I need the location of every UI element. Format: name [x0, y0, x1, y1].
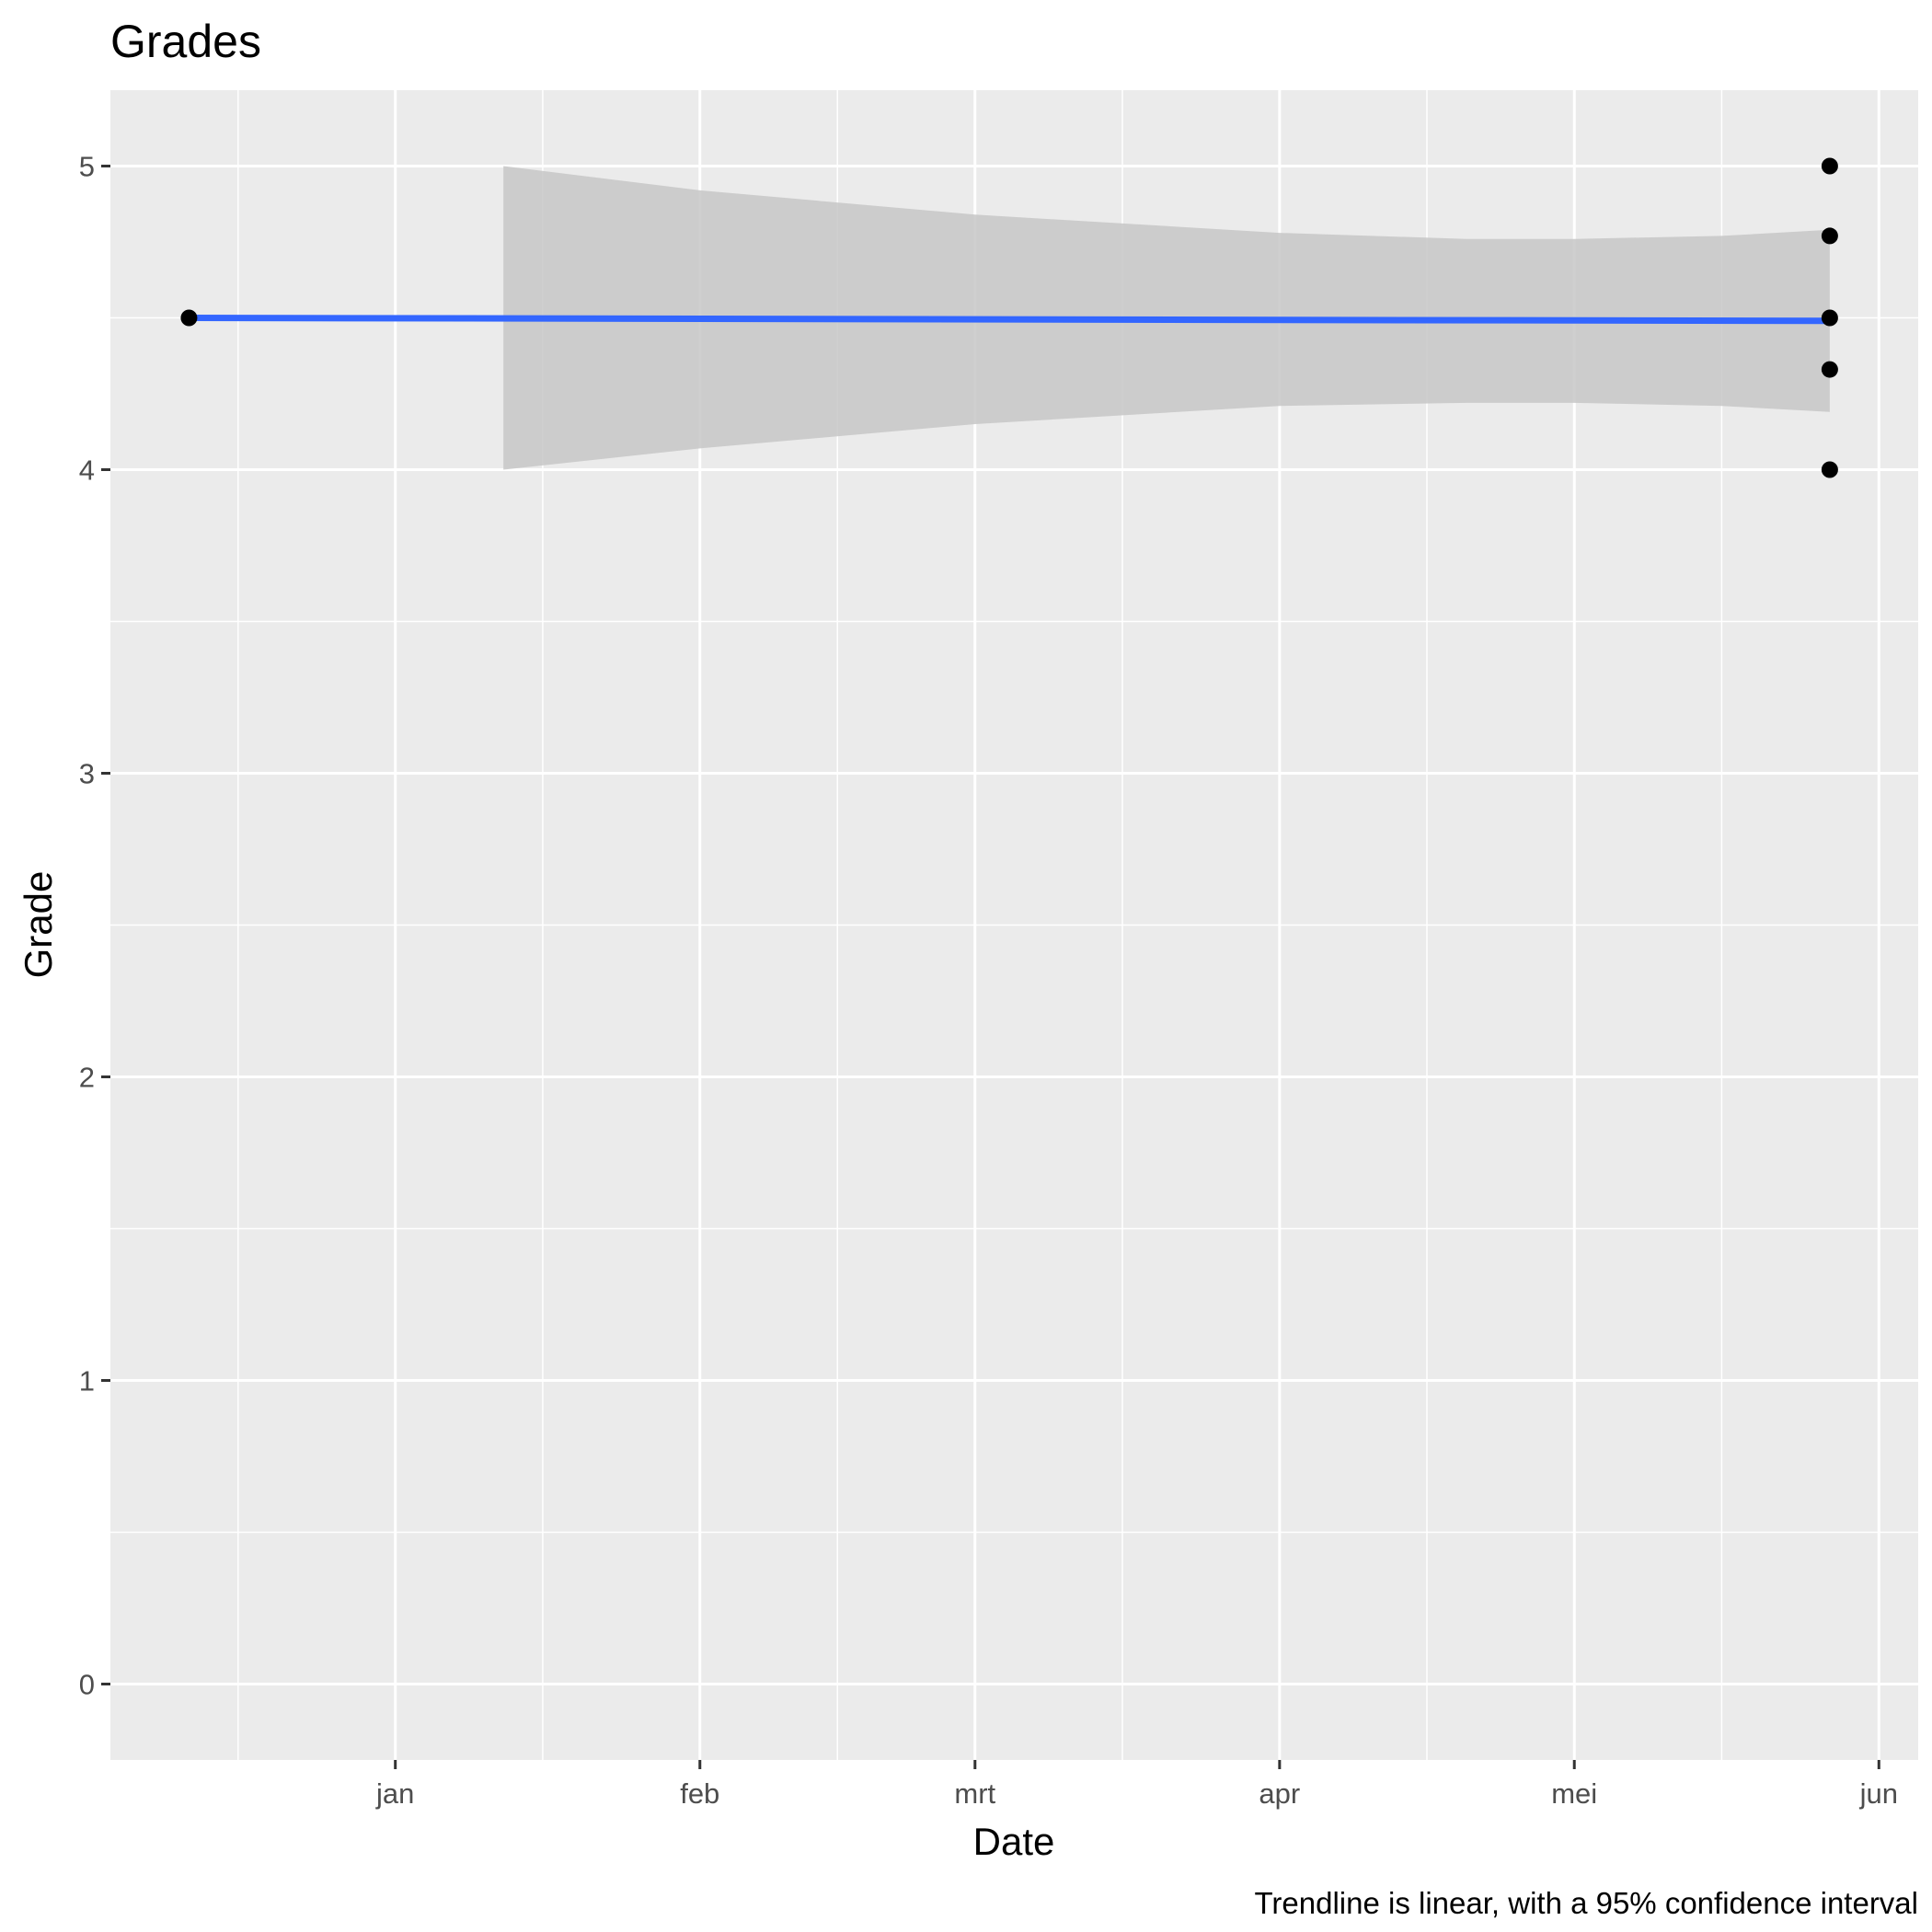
- data-points: [180, 157, 1838, 478]
- y-axis-title: Grade: [17, 871, 60, 979]
- x-tick-label-feb: feb: [680, 1777, 719, 1810]
- y-tick-label-2: 2: [79, 1062, 95, 1094]
- y-axis: 0 1 2 3 4 5: [79, 151, 110, 1701]
- data-point-3: [1821, 309, 1838, 327]
- x-tick-label-jan: jan: [375, 1777, 414, 1810]
- y-tick-label-5: 5: [79, 151, 95, 183]
- x-tick-label-mei: mei: [1551, 1777, 1597, 1810]
- x-tick-label-mrt: mrt: [954, 1777, 995, 1810]
- y-tick-label-1: 1: [79, 1365, 95, 1397]
- y-tick-label-3: 3: [79, 758, 95, 790]
- data-point-0: [180, 309, 198, 327]
- trendline: [189, 315, 1830, 325]
- x-axis: jan feb mrt apr mei jun: [375, 1760, 1898, 1810]
- chart-title: Grades: [110, 16, 261, 67]
- x-tick-label-jun: jun: [1859, 1777, 1898, 1810]
- data-point-1: [1821, 157, 1838, 175]
- x-axis-title: Date: [973, 1820, 1055, 1863]
- data-point-2: [1821, 227, 1838, 245]
- x-tick-label-apr: apr: [1259, 1777, 1300, 1810]
- data-point-5: [1821, 461, 1838, 478]
- data-point-4: [1821, 361, 1838, 378]
- y-tick-label-0: 0: [79, 1669, 95, 1701]
- y-tick-label-4: 4: [79, 454, 95, 487]
- chart-caption: Trendline is linear, with a 95% confiden…: [1254, 1886, 1918, 1920]
